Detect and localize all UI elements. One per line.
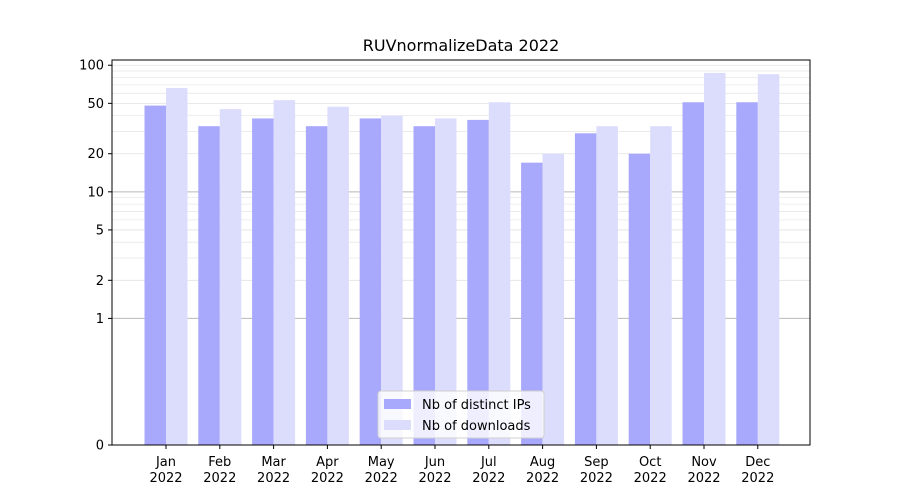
bar-downloads-aug (542, 153, 565, 446)
y-axis: 0 1 2 5 10 20 50 100 (79, 59, 112, 454)
bar-distinct-ips-feb (198, 126, 220, 446)
x-tick-label-may: May 2022 (365, 455, 398, 486)
x-tick-label-oct: Oct 2022 (634, 455, 667, 486)
bar-distinct-ips-oct (628, 153, 651, 446)
bar-downloads-feb (219, 109, 242, 446)
x-tick-label-dec: Dec 2022 (741, 455, 774, 486)
bar-downloads-may (381, 115, 403, 445)
x-tick-label-apr: Apr 2022 (311, 455, 344, 486)
x-tick-label-aug: Aug 2022 (526, 455, 559, 486)
bar-downloads-apr (327, 106, 349, 445)
bar-distinct-ips-sep (574, 133, 597, 445)
bar-distinct-ips-apr (305, 126, 328, 446)
bar-distinct-ips-jun (413, 126, 435, 446)
y-tick-label: 2 (96, 274, 104, 289)
bar-downloads-jul (488, 102, 511, 445)
x-tick-label-sep: Sep 2022 (580, 455, 613, 486)
y-tick-label: 0 (96, 439, 104, 454)
bar-distinct-ips-jan (144, 105, 166, 446)
chart-title: RUVnormalizeData 2022 (363, 36, 560, 55)
x-tick-label-jun: Jun 2022 (418, 455, 451, 486)
legend-swatch (384, 399, 411, 409)
x-axis: Jan 2022 Feb 2022 Mar 2022 Apr 2022 May 2022 Jun 20… (149, 445, 774, 486)
bar-downloads-jun (435, 118, 457, 445)
bar-downloads-jan (166, 88, 188, 445)
y-tick-label: 50 (87, 97, 104, 112)
y-tick-label: 100 (79, 59, 104, 74)
bar-distinct-ips-may (359, 118, 382, 445)
bar-distinct-ips-aug (521, 162, 543, 445)
x-tick-label-nov: Nov 2022 (687, 455, 720, 486)
y-tick-label: 20 (87, 147, 104, 162)
bar-downloads-mar (273, 100, 296, 445)
x-tick-label-jan: Jan 2022 (149, 455, 182, 486)
y-tick-label: 10 (87, 185, 104, 200)
bar-downloads-oct (650, 126, 672, 446)
legend-label: Nb of downloads (422, 419, 531, 434)
bar-distinct-ips-jul (467, 119, 489, 445)
bar-distinct-ips-dec (736, 102, 758, 445)
bar-distinct-ips-mar (252, 118, 274, 445)
y-tick-label: 5 (96, 223, 104, 238)
bar-downloads-nov (704, 72, 726, 446)
bar-downloads-sep (596, 126, 618, 446)
legend-label: Nb of distinct IPs (422, 398, 531, 413)
x-tick-label-jul: Jul 2022 (472, 455, 505, 486)
legend-box (377, 390, 545, 439)
bar-downloads-dec (757, 74, 780, 446)
y-tick-label: 1 (96, 312, 104, 327)
x-tick-label-feb: Feb 2022 (203, 455, 236, 486)
x-tick-label-mar: Mar 2022 (257, 455, 290, 486)
legend-swatch (384, 420, 411, 430)
bar-distinct-ips-nov (682, 102, 704, 445)
legend: Nb of distinct IPs Nb of downloads (377, 390, 545, 439)
bars (144, 72, 780, 446)
plot-frame (111, 59, 811, 446)
